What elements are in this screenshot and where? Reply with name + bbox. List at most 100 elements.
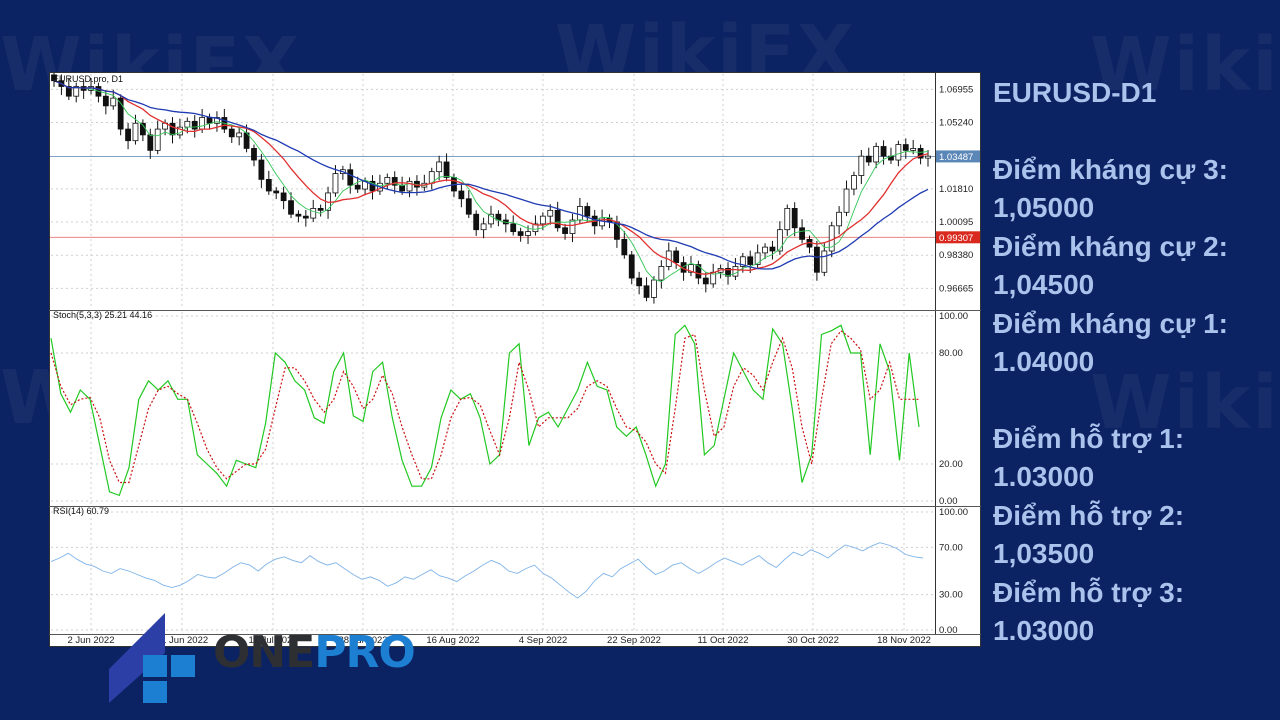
candle xyxy=(784,204,791,236)
support-1-value: 1.03000 xyxy=(993,461,1095,492)
candle xyxy=(310,199,317,222)
candle xyxy=(258,153,265,188)
candle xyxy=(251,144,257,167)
price-tick-label: 1.05240 xyxy=(939,118,973,129)
support-3-value: 1.03000 xyxy=(993,615,1095,646)
x-tick-label: 21 Jun 2022 xyxy=(156,635,208,646)
rsi-pane-title: RSI(14) 60.79 xyxy=(53,506,109,516)
candle xyxy=(110,89,117,110)
candle xyxy=(428,167,435,190)
candle xyxy=(769,240,776,260)
candle xyxy=(917,144,924,165)
candle xyxy=(873,142,880,169)
resistance-3-value: 1,05000 xyxy=(993,192,1095,223)
candle xyxy=(725,262,731,285)
candle xyxy=(762,243,768,260)
chart-frame xyxy=(49,72,981,647)
candle xyxy=(717,264,724,279)
candle xyxy=(806,235,813,254)
candle xyxy=(347,163,354,194)
price-tick-label: 1.01810 xyxy=(939,184,973,195)
candle xyxy=(702,271,709,293)
rsi-tick-label: 0.00 xyxy=(939,625,958,636)
candle xyxy=(606,214,613,229)
candle xyxy=(191,115,198,138)
candle xyxy=(695,260,702,285)
candle xyxy=(502,213,509,233)
candle xyxy=(547,204,554,225)
candle xyxy=(851,171,857,196)
candle xyxy=(65,77,72,101)
candle xyxy=(406,177,413,198)
candle xyxy=(843,180,850,217)
resistance-2-label: Điểm kháng cự 2: xyxy=(993,230,1229,262)
x-tick-label: 30 Oct 2022 xyxy=(787,635,839,646)
candle xyxy=(288,192,294,219)
current-price-tag xyxy=(936,150,980,163)
resistance-3-label: Điểm kháng cự 3: xyxy=(993,153,1229,185)
main-pane-title: EURUSD.pro, D1 xyxy=(53,74,123,84)
levels-title: EURUSD-D1 xyxy=(993,77,1157,108)
candle xyxy=(280,186,287,210)
resistance-1-label: Điểm kháng cự 1: xyxy=(993,307,1229,339)
candle xyxy=(302,209,309,227)
levels-panel: EURUSD-D1 Điểm kháng cự 3: 1,05000 Điểm … xyxy=(993,74,1275,651)
candle xyxy=(73,82,80,103)
rsi-tick-label: 30.00 xyxy=(939,590,963,601)
logo-text-pro: PRO xyxy=(314,627,416,678)
x-tick-label: 2 Jun 2022 xyxy=(67,635,114,646)
candle xyxy=(562,223,568,240)
candle xyxy=(614,215,620,248)
candle xyxy=(747,250,754,274)
candle xyxy=(739,252,746,273)
candle xyxy=(147,128,154,159)
candle xyxy=(125,122,131,150)
candle xyxy=(458,184,465,208)
rsi-line xyxy=(50,542,924,599)
candle xyxy=(865,147,872,166)
candle xyxy=(673,247,680,269)
rsi-tick-label: 70.00 xyxy=(939,542,963,553)
candle xyxy=(584,202,591,223)
candle xyxy=(791,202,798,237)
candle xyxy=(488,205,494,228)
red-level-label: 0.99307 xyxy=(939,233,973,244)
resistance-2-value: 1,04500 xyxy=(993,269,1095,300)
candle xyxy=(273,187,280,200)
ma-slow-line xyxy=(53,80,929,270)
candle xyxy=(902,138,909,159)
candle xyxy=(354,176,361,193)
candle xyxy=(265,170,272,195)
candle xyxy=(880,140,887,165)
candle xyxy=(436,155,443,181)
stoch-tick-label: 80.00 xyxy=(939,348,963,359)
x-tick-label: 11 Oct 2022 xyxy=(697,635,748,646)
stoch-pane-title: Stoch(5,3,3) 25.21 44.16 xyxy=(53,310,152,320)
candle xyxy=(517,227,524,242)
current-price-label: 1.03487 xyxy=(939,152,973,163)
candle xyxy=(688,256,694,277)
candle xyxy=(169,117,176,144)
candle xyxy=(236,126,243,146)
x-tick-label: 4 Sep 2022 xyxy=(519,635,568,646)
stoch-d-line xyxy=(50,329,919,484)
candle xyxy=(443,153,450,182)
candle xyxy=(665,242,672,271)
candle xyxy=(836,206,843,235)
rsi-tick-label: 100.00 xyxy=(939,507,968,518)
candle xyxy=(813,240,820,281)
candle xyxy=(384,173,391,190)
candle xyxy=(206,113,213,130)
red-level-tag xyxy=(936,231,980,244)
support-2-value: 1,03500 xyxy=(993,538,1095,569)
candle xyxy=(651,276,657,304)
candle xyxy=(295,210,302,223)
onepro-logo-mark xyxy=(109,613,195,703)
candle xyxy=(554,201,561,232)
price-tick-label: 0.98380 xyxy=(939,250,973,261)
price-tick-label: 0.96665 xyxy=(939,283,973,294)
candle xyxy=(628,250,635,285)
onepro-logo: ONEPRO xyxy=(105,609,416,703)
chart-panel: 2 Jun 2022 21 Jun 2022 10 Jul 2022 28 Jul 2… xyxy=(49,72,981,703)
stoch-tick-label: 100.00 xyxy=(939,311,968,322)
